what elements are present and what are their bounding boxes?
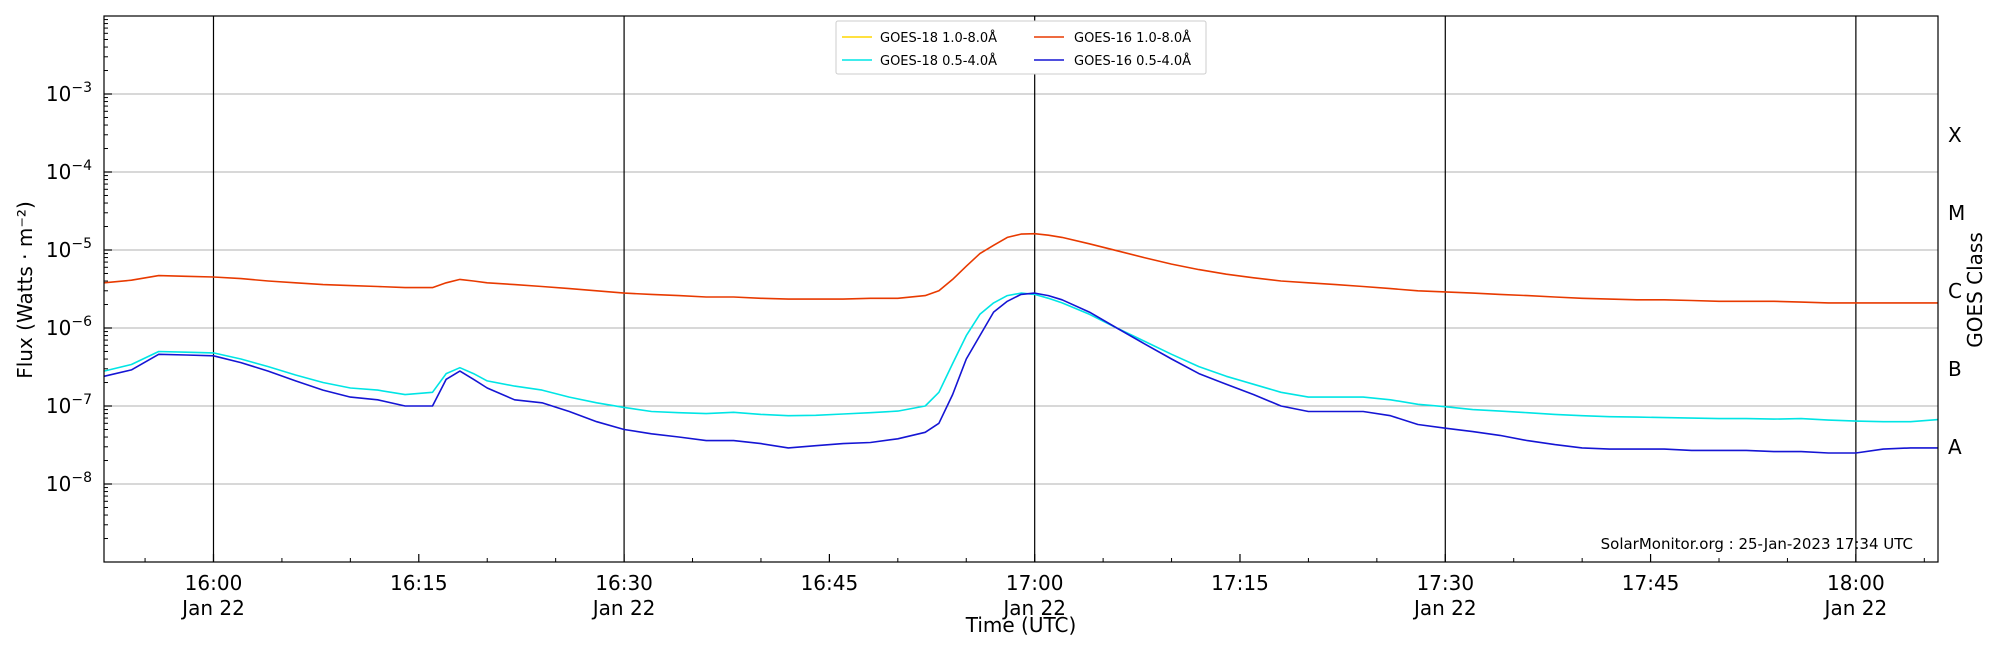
goes-class-label: B [1948, 357, 1962, 381]
goes-class-label: C [1948, 279, 1962, 303]
y-tick-label: 10−7 [46, 392, 92, 418]
x-axis-title: Time (UTC) [965, 613, 1077, 637]
y-axis-ticks: 10−8 10−7 10−6 10−5 10−4 10−3 [46, 19, 112, 540]
x-tick-label: 16:45 [801, 571, 859, 595]
legend-label-goes16-short: GOES-16 0.5-4.0Å [1074, 53, 1191, 69]
x-tick-label: 18:00 [1827, 571, 1885, 595]
x-tick-label: 17:45 [1622, 571, 1680, 595]
legend-label-goes18-long: GOES-18 1.0-8.0Å [880, 30, 997, 46]
x-tick-label: 17:30 [1416, 571, 1474, 595]
credit-text: SolarMonitor.org : 25-Jan-2023 17:34 UTC [1601, 535, 1913, 553]
flux-series [103, 232, 1939, 454]
plot-frame [103, 15, 1939, 563]
legend-label-goes18-short: GOES-18 0.5-4.0Å [880, 53, 997, 69]
x-tick-label: 16:00 [185, 571, 243, 595]
x-tick-label: 17:15 [1211, 571, 1269, 595]
y-tick-label: 10−3 [46, 80, 92, 106]
x-tick-date-label: Jan 22 [1823, 596, 1888, 620]
series-line [103, 292, 1939, 423]
legend-label-goes16-long: GOES-16 1.0-8.0Å [1074, 30, 1191, 46]
goes-class-label: M [1948, 201, 1965, 225]
x-tick-date-label: Jan 22 [1412, 596, 1477, 620]
series-line [103, 292, 1938, 454]
legend-box [835, 20, 1207, 75]
goes-class-labels: A B C M X [1948, 123, 1965, 459]
y-tick-label: 10−5 [46, 236, 92, 262]
y2-axis-title: GOES Class [1963, 232, 1987, 348]
goes-class-label: A [1948, 435, 1962, 459]
x-tick-label: 16:15 [390, 571, 448, 595]
x-tick-date-label: Jan 22 [180, 596, 245, 620]
goes-class-label: X [1948, 123, 1962, 147]
x-tick-date-label: Jan 22 [1001, 596, 1066, 620]
day-boundary-lines [212, 16, 1857, 562]
y-tick-label: 10−8 [46, 470, 92, 496]
y-tick-label: 10−4 [46, 158, 92, 184]
legend: GOES-18 1.0-8.0Å GOES-18 0.5-4.0Å GOES-1… [835, 20, 1207, 75]
x-tick-label: 16:30 [595, 571, 653, 595]
grid-lines [104, 93, 1938, 485]
series-line [103, 232, 1938, 304]
y-tick-label: 10−6 [46, 314, 92, 340]
x-tick-label: 17:00 [1006, 571, 1064, 595]
y-axis-title: Flux (Watts · m⁻²) [13, 201, 37, 379]
x-tick-date-label: Jan 22 [591, 596, 656, 620]
